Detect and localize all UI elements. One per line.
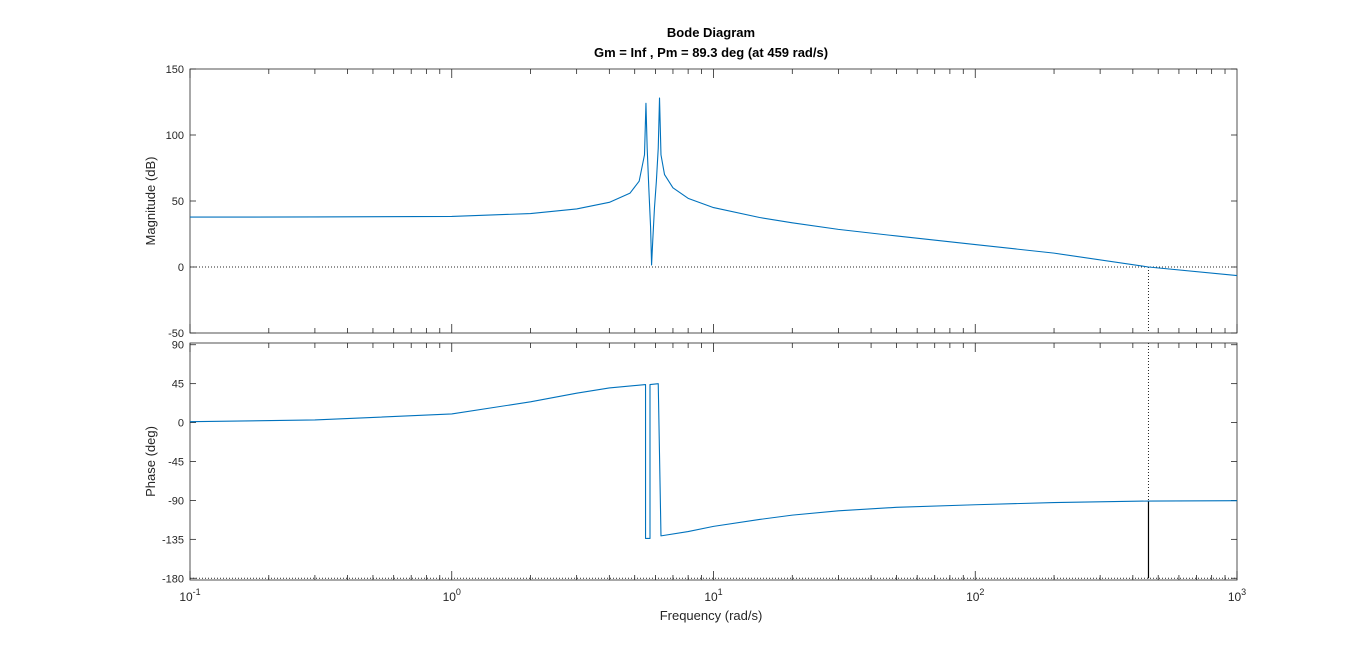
- chart-title: Bode Diagram: [667, 25, 755, 40]
- magnitude-y-tick-label: -50: [168, 328, 184, 340]
- magnitude-y-tick-label: 100: [166, 130, 184, 142]
- magnitude-series-line: [189, 97, 1238, 277]
- phase-y-tick-label: 90: [172, 340, 184, 352]
- phase-y-tick-label: -135: [162, 534, 184, 546]
- x-tick-label: 101: [704, 587, 722, 604]
- x-tick-label: 103: [1228, 587, 1246, 604]
- phase-ylabel: Phase (deg): [143, 426, 158, 497]
- magnitude-y-tick-label: 50: [172, 196, 184, 208]
- phase-axes: -180 -135 -90 -45 0 45 90: [162, 340, 1238, 585]
- magnitude-ylabel: Magnitude (dB): [143, 157, 158, 246]
- phase-series-line: [189, 383, 1238, 540]
- magnitude-frame: [189, 68, 1238, 334]
- magnitude-axes: -50 0 50 100 150: [166, 64, 1238, 340]
- magnitude-y-tick-label: 0: [178, 262, 184, 274]
- x-axis-label: Frequency (rad/s): [660, 608, 763, 623]
- chart-subtitle: Gm = Inf , Pm = 89.3 deg (at 459 rad/s): [594, 45, 828, 60]
- x-tick-label: 10-1: [179, 587, 200, 604]
- phase-y-tick-label: -180: [162, 573, 184, 585]
- phase-y-tick-label: -45: [168, 457, 184, 469]
- phase-frame: [189, 342, 1238, 581]
- x-tick-label: 102: [966, 587, 984, 604]
- phase-y-tick-label: 45: [172, 379, 184, 391]
- magnitude-y-tick-label: 150: [166, 64, 184, 76]
- x-tick-label: 100: [443, 587, 461, 604]
- phase-y-tick-label: 0: [178, 418, 184, 430]
- phase-y-tick-label: -90: [168, 495, 184, 507]
